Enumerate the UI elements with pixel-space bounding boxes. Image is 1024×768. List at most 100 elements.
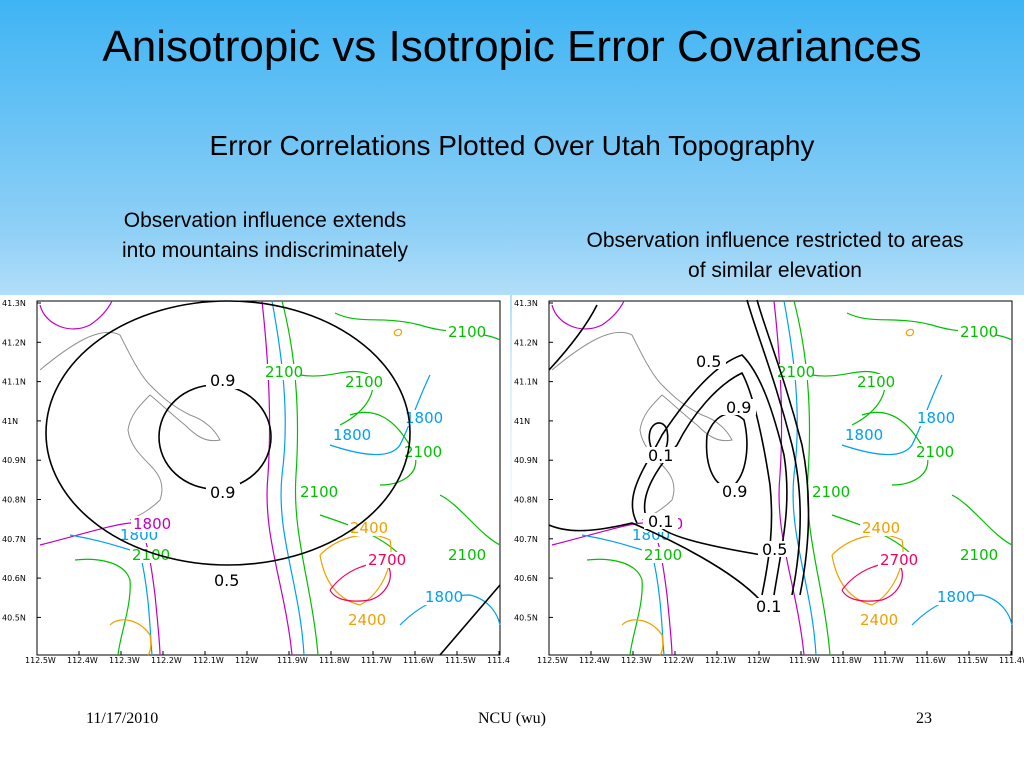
label-bg bbox=[775, 364, 813, 380]
x-tick-label: 112.1W bbox=[705, 656, 736, 665]
label-bg bbox=[131, 516, 169, 532]
topo-contour bbox=[393, 328, 403, 337]
x-tick-label: 112W bbox=[747, 656, 770, 665]
topo-label-l2400b: 2400 bbox=[860, 611, 898, 629]
x-tick-label: 112.1W bbox=[193, 656, 224, 665]
label-bg bbox=[935, 589, 973, 605]
topo-label-l1800a: 1800 bbox=[405, 409, 443, 427]
y-tick-label: 40.6N bbox=[2, 574, 26, 583]
label-bg bbox=[402, 444, 440, 460]
topo-label-l1800a: 1800 bbox=[917, 409, 955, 427]
label-bg bbox=[423, 589, 461, 605]
label-bg bbox=[130, 547, 168, 563]
topo-contour bbox=[841, 374, 943, 456]
topo-label-l2100d: 2100 bbox=[916, 443, 954, 461]
x-tick-label: 111.7W bbox=[361, 656, 392, 665]
contour-label-09-bottom: 0.9 bbox=[210, 483, 235, 502]
topo-label-l2400b: 2400 bbox=[348, 611, 386, 629]
topo-contour bbox=[911, 594, 1013, 626]
label-bg bbox=[331, 427, 369, 443]
y-axis-ticks: 41.3N 41.2N 41.1N 41N 40.9N 40.8N 40.7N 40.6N 40… bbox=[2, 299, 41, 622]
label-bg bbox=[914, 444, 952, 460]
y-tick-label: 41.2N bbox=[2, 338, 26, 347]
topo-label-l2100b: 2100 bbox=[777, 363, 815, 381]
y-tick-label: 41N bbox=[2, 417, 18, 426]
topo-label-l2100g: 2100 bbox=[644, 546, 682, 564]
topo-label-l2100f: 2100 bbox=[960, 546, 998, 564]
topo-label-l2100c: 2100 bbox=[857, 373, 895, 391]
contour-label-01-bottom: 0.1 bbox=[756, 597, 781, 616]
topo-label-l2100e: 2100 bbox=[812, 483, 850, 501]
correlation-labels: 0.5 0.9 0.9 0.1 0.1 0.5 0.1 bbox=[644, 352, 792, 616]
label-bg bbox=[858, 612, 896, 628]
label-bg bbox=[958, 547, 996, 563]
y-tick-label: 40.5N bbox=[514, 613, 538, 622]
topo-label-l2100b: 2100 bbox=[265, 363, 303, 381]
topo-contour bbox=[329, 374, 431, 456]
topo-contour bbox=[551, 300, 625, 330]
topo-contour bbox=[905, 328, 915, 337]
topo-label-l2100f: 2100 bbox=[448, 546, 486, 564]
x-tick-label: 111.7W bbox=[873, 656, 904, 665]
topo-contour bbox=[319, 534, 392, 606]
label-bg bbox=[446, 547, 484, 563]
x-tick-label: 111.6W bbox=[403, 656, 434, 665]
contour-label-05: 0.5 bbox=[214, 571, 239, 590]
topo-contour bbox=[109, 619, 152, 656]
contour-label-05-bottom: 0.5 bbox=[762, 540, 787, 559]
label-bg bbox=[810, 484, 848, 500]
x-axis-ticks: 112.5W 112.4W 112.3W 112.2W 112.1W 112W 111.9W… bbox=[25, 651, 518, 665]
topo-contour bbox=[399, 594, 501, 626]
y-tick-label: 40.9N bbox=[2, 456, 26, 465]
y-tick-label: 41.3N bbox=[2, 299, 26, 308]
x-tick-label: 112.2W bbox=[663, 656, 694, 665]
topography-labels: 2100 2100 2100 2100 2100 2100 2100 1800 1800 1800… bbox=[630, 323, 998, 629]
topo-contour bbox=[261, 300, 293, 656]
x-tick-label: 112.2W bbox=[151, 656, 182, 665]
label-bg bbox=[298, 484, 336, 500]
contour-label-01-mid: 0.1 bbox=[648, 512, 673, 531]
y-tick-label: 41.1N bbox=[514, 378, 538, 387]
topo-label-l2100d: 2100 bbox=[404, 443, 442, 461]
x-tick-label: 111.5W bbox=[445, 656, 476, 665]
topo-label-l2100a: 2100 bbox=[960, 323, 998, 341]
anisotropic-correlation-map: 41.3N 41.2N 41.1N 41N 40.9N 40.8N 40.7N 40.6N 40… bbox=[512, 295, 1024, 665]
topo-contour bbox=[271, 300, 305, 656]
topo-label-l2100c: 2100 bbox=[345, 373, 383, 391]
x-tick-label: 111.4W bbox=[487, 656, 510, 665]
footer-page-number: 23 bbox=[916, 710, 932, 727]
label-bg bbox=[958, 324, 996, 340]
topo-contour bbox=[281, 300, 319, 656]
slide-subtitle: Error Correlations Plotted Over Utah Top… bbox=[209, 130, 815, 161]
label-bg bbox=[263, 364, 301, 380]
x-axis-ticks: 112.5W 112.4W 112.3W 112.2W 112.1W 112W 111.9W… bbox=[537, 651, 1024, 665]
x-tick-label: 112.4W bbox=[579, 656, 610, 665]
y-tick-label: 41.3N bbox=[514, 299, 538, 308]
topo-contour bbox=[74, 558, 131, 656]
y-tick-label: 40.9N bbox=[514, 456, 538, 465]
topo-label-l1800d: 1800 bbox=[425, 588, 463, 606]
x-tick-label: 111.8W bbox=[319, 656, 350, 665]
y-tick-label: 40.5N bbox=[2, 613, 26, 622]
x-tick-label: 112.5W bbox=[537, 656, 568, 665]
topo-label-l2100a: 2100 bbox=[448, 323, 486, 341]
caption-anisotropic: Observation influence restricted to area… bbox=[586, 229, 964, 282]
y-tick-label: 41.2N bbox=[514, 338, 538, 347]
label-bg bbox=[642, 547, 680, 563]
x-tick-label: 111.9W bbox=[789, 656, 820, 665]
label-bg bbox=[343, 374, 381, 390]
topo-label-l1800b: 1800 bbox=[333, 426, 371, 444]
isotropic-correlation-map: 41.3N 41.2N 41.1N 41N 40.9N 40.8N 40.7N 40.6N 40… bbox=[0, 295, 518, 665]
x-tick-label: 112.5W bbox=[25, 656, 56, 665]
x-tick-label: 112.3W bbox=[621, 656, 652, 665]
topo-label-l2100e: 2100 bbox=[300, 483, 338, 501]
y-tick-label: 40.8N bbox=[2, 496, 26, 505]
contour-label-09-top: 0.9 bbox=[726, 398, 751, 417]
x-tick-label: 111.9W bbox=[277, 656, 308, 665]
topo-contour bbox=[329, 563, 391, 602]
y-tick-label: 40.7N bbox=[2, 535, 26, 544]
y-tick-label: 40.6N bbox=[514, 574, 538, 583]
label-bg bbox=[915, 410, 953, 426]
topo-label-l2700: 2700 bbox=[880, 551, 918, 569]
topo-contour bbox=[39, 300, 113, 330]
